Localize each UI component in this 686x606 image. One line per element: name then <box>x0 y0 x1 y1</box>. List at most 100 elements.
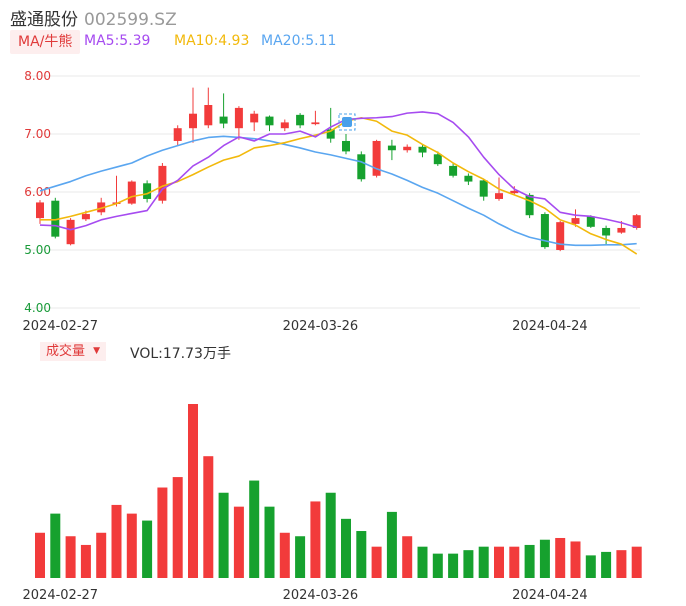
x-tick-label: 2024-03-26 <box>283 588 359 603</box>
candle-body <box>387 145 396 151</box>
candle <box>449 163 458 178</box>
candle-body <box>143 183 152 199</box>
candle <box>464 173 473 186</box>
candle-body <box>510 190 519 194</box>
candle <box>280 119 289 132</box>
x-tick-label: 2024-03-26 <box>283 319 359 334</box>
volume-bar <box>111 504 122 578</box>
x-tick-label: 2024-02-27 <box>23 588 99 603</box>
ma-selector-button[interactable]: MA/牛熊 <box>10 30 81 54</box>
candle-body <box>81 214 90 220</box>
ma20-label: MA20:5.11 <box>261 33 337 49</box>
volume-bar <box>356 531 367 578</box>
candle-body <box>127 181 136 204</box>
ma10-label: MA10:4.93 <box>174 33 250 49</box>
volume-bar <box>295 536 306 578</box>
volume-bar <box>80 544 91 578</box>
chevron-down-icon: ▼ <box>93 346 101 356</box>
volume-bar <box>279 532 290 578</box>
candle <box>433 151 442 166</box>
x-tick-label: 2024-04-24 <box>512 588 588 603</box>
candle <box>556 221 565 252</box>
candle <box>372 139 381 178</box>
y-tick-label: 5.00 <box>24 243 51 257</box>
marker-frame <box>338 113 356 131</box>
date-axis: 2024-02-27 2024-02-27 2024-03-26 2024-03-26… <box>23 319 588 603</box>
candle-body <box>173 128 182 141</box>
candle-body <box>311 122 320 125</box>
candle-body <box>617 227 626 233</box>
candle <box>311 110 320 126</box>
candle <box>571 209 580 227</box>
volume-bar <box>325 492 336 578</box>
candle-body <box>342 140 350 152</box>
candle <box>418 144 427 158</box>
candlestick-series <box>36 87 641 252</box>
volume-bar <box>539 539 550 578</box>
candle-body <box>586 216 595 227</box>
candle-body <box>326 129 335 139</box>
candle <box>602 225 611 245</box>
volume-selector-label: 成交量 <box>46 344 86 359</box>
candle <box>326 107 335 143</box>
candle-body <box>556 222 565 250</box>
volume-bar <box>555 537 566 578</box>
candle-body <box>418 146 427 153</box>
volume-bar <box>463 550 474 578</box>
candle-body <box>602 227 611 236</box>
candle-body <box>433 154 442 165</box>
candle <box>173 125 182 146</box>
candle <box>66 218 75 246</box>
volume-series <box>35 404 642 578</box>
candle-body <box>296 114 305 126</box>
volume-bar <box>126 513 137 578</box>
candle-body <box>219 116 228 124</box>
candle-body <box>357 154 366 180</box>
y-tick-label: 7.00 <box>24 127 51 141</box>
moving-average-lines <box>39 111 638 255</box>
stock-name: 盛通股份 <box>10 10 78 30</box>
volume-bar <box>218 492 229 578</box>
x-tick-label: 2024-02-27 <box>23 319 99 334</box>
volume-bar <box>188 404 198 578</box>
y-tick-label: 8.00 <box>24 69 51 83</box>
volume-bar <box>233 506 244 578</box>
volume-bar <box>157 487 168 578</box>
volume-selector-button[interactable]: 成交量 ▼ <box>40 342 107 361</box>
volume-bar <box>616 550 627 578</box>
ma20-line <box>39 135 637 247</box>
candle-body <box>372 140 381 176</box>
volume-bar <box>494 546 504 578</box>
candle <box>97 197 106 216</box>
current-point-marker[interactable] <box>338 113 356 131</box>
volume-bar <box>448 553 459 578</box>
volume-bar <box>203 456 214 578</box>
stock-code: 002599.SZ <box>84 10 177 30</box>
candle <box>357 151 366 182</box>
ma10-line <box>40 116 638 255</box>
ma5-line <box>39 111 637 231</box>
volume-bar <box>172 477 183 578</box>
candle-body <box>158 165 167 201</box>
candle <box>250 110 259 132</box>
volume-bar <box>631 546 642 578</box>
candle <box>403 144 412 153</box>
stock-title: 盛通股份 002599.SZ <box>10 5 177 30</box>
candle <box>479 179 488 201</box>
volume-bar <box>371 546 382 578</box>
candle <box>296 113 305 129</box>
volume-bar <box>35 532 45 578</box>
candle <box>540 212 549 249</box>
volume-bar <box>524 544 535 578</box>
candle-body <box>234 107 243 129</box>
y-tick-label: 6.00 <box>24 185 51 199</box>
volume-bar <box>570 541 581 578</box>
x-tick-label: 2024-04-24 <box>512 319 588 334</box>
candle-body <box>449 165 458 176</box>
volume-bar <box>478 546 489 578</box>
candle-body <box>97 202 106 213</box>
candle <box>265 115 274 132</box>
volume-value-label: VOL:17.73万手 <box>130 346 231 362</box>
volume-bar <box>601 551 612 578</box>
